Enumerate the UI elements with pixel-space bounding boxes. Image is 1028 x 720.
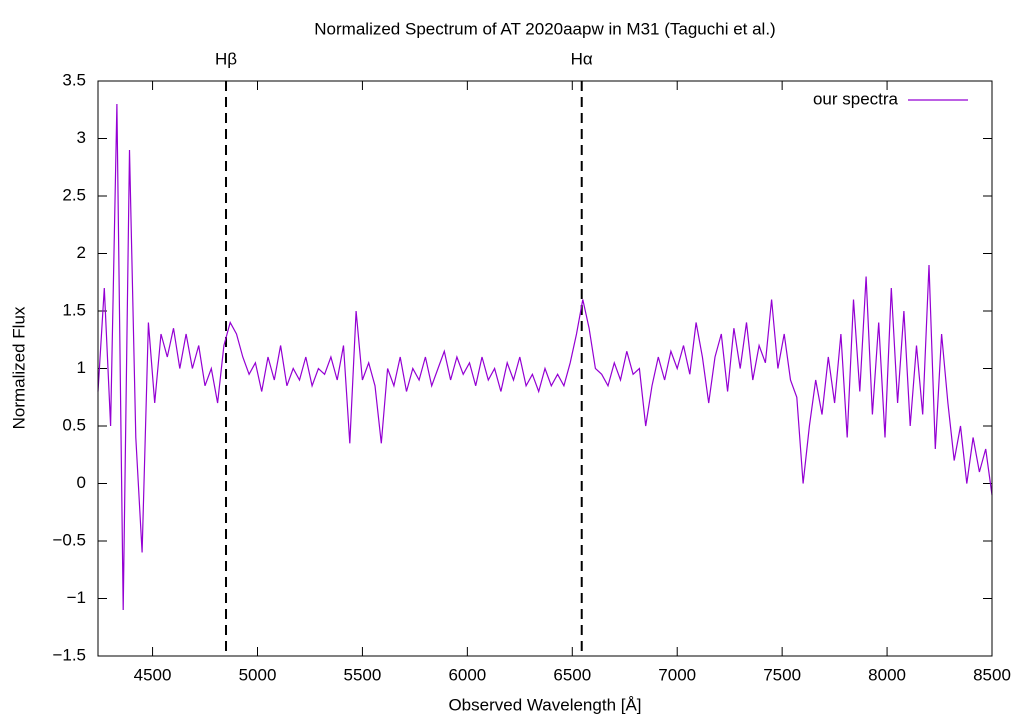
y-tick-label: 0.5 [62, 415, 86, 434]
y-tick-label: 1 [77, 358, 86, 377]
x-axis-label: Observed Wavelength [Å] [448, 695, 641, 714]
x-tick-label: 5000 [239, 665, 277, 684]
annotation-label: Hα [571, 49, 593, 68]
y-tick-label: 3.5 [62, 70, 86, 89]
y-tick-label: 3 [77, 128, 86, 147]
x-tick-label: 5500 [344, 665, 382, 684]
y-tick-label: −1 [67, 588, 86, 607]
x-tick-label: 6000 [448, 665, 486, 684]
x-tick-label: 4500 [134, 665, 172, 684]
y-tick-label: 0 [77, 473, 86, 492]
x-tick-label: 8500 [973, 665, 1011, 684]
y-tick-label: 2.5 [62, 185, 86, 204]
y-tick-label: 2 [77, 243, 86, 262]
legend-label: our spectra [813, 89, 899, 108]
annotation-label: Hβ [215, 49, 237, 68]
y-tick-label: −1.5 [52, 645, 86, 664]
x-tick-label: 6500 [553, 665, 591, 684]
x-tick-label: 7000 [658, 665, 696, 684]
y-tick-label: 1.5 [62, 300, 86, 319]
spectrum-line [97, 103, 993, 611]
plot-border [97, 80, 993, 657]
chart-title: Normalized Spectrum of AT 2020aapw in M3… [314, 19, 775, 38]
y-tick-label: −0.5 [52, 530, 86, 549]
y-axis-label: Normalized Flux [9, 306, 28, 429]
x-tick-label: 8000 [868, 665, 906, 684]
x-tick-label: 7500 [763, 665, 801, 684]
